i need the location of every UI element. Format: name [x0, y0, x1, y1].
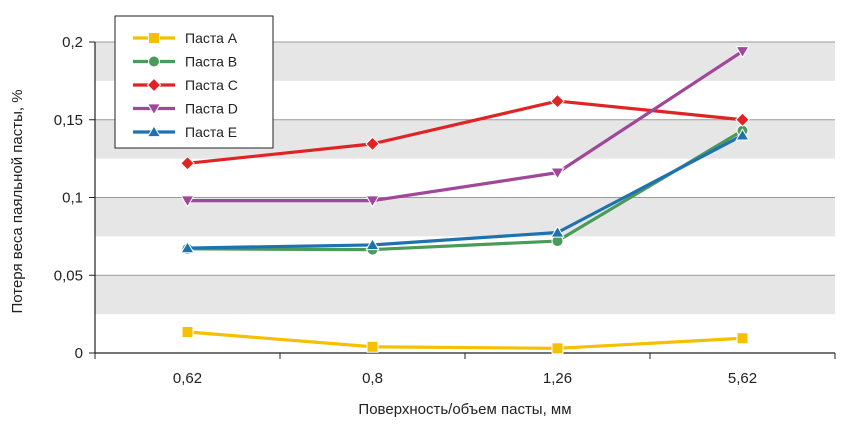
- data-point: [735, 46, 750, 59]
- x-tick-label: 0,8: [362, 370, 383, 387]
- legend: Паста A Паста B Паста C Паста D Паста E: [114, 15, 274, 149]
- y-tick-label: 0,05: [54, 267, 83, 284]
- legend-swatch-marker: [146, 77, 162, 93]
- data-point: [551, 342, 564, 355]
- data-point: [550, 167, 565, 180]
- legend-label: Паста E: [185, 124, 237, 140]
- data-point: [735, 128, 750, 141]
- series-Паста A: [181, 326, 749, 355]
- legend-label: Паста C: [185, 77, 238, 93]
- x-tick-label: 0,62: [173, 370, 202, 387]
- gridlines: [95, 41, 835, 276]
- data-point: [735, 112, 750, 128]
- series-layer: [180, 46, 750, 355]
- y-tick-label: 0,1: [62, 190, 83, 207]
- legend-swatch-marker: [148, 55, 160, 68]
- background-band: [95, 275, 835, 315]
- data-point: [736, 332, 749, 345]
- data-point: [180, 195, 195, 208]
- data-point: [365, 195, 380, 208]
- series-line: [187, 49, 744, 203]
- data-point: [365, 237, 380, 251]
- data-point: [366, 340, 379, 353]
- y-tick-label: 0: [75, 345, 83, 362]
- legend-swatch-marker: [148, 32, 160, 44]
- data-point: [180, 241, 195, 254]
- series-line: [187, 133, 744, 250]
- background-band: [95, 197, 835, 237]
- data-point: [550, 225, 565, 238]
- data-point: [181, 326, 194, 339]
- data-point: [180, 155, 195, 171]
- data-point: [550, 93, 565, 109]
- x-axis-ticks: 0,62 0,8 1,26 5,62: [94, 353, 836, 387]
- x-tick-label: 1,26: [543, 370, 572, 387]
- series-Паста D: [180, 46, 750, 208]
- y-axis-title: Потеря веса паяльной пасты, %: [9, 89, 26, 313]
- legend-label: Паста D: [185, 101, 238, 117]
- y-axis-ticks: 0 0,05 0,1 0,15 0,2: [54, 34, 95, 362]
- series-Паста E: [180, 128, 750, 254]
- series-line: [187, 129, 744, 252]
- legend-label: Паста B: [185, 54, 237, 70]
- y-tick-label: 0,2: [62, 34, 83, 51]
- x-tick-label: 5,62: [728, 370, 757, 387]
- legend-swatch-marker: [146, 124, 162, 138]
- x-axis-title: Поверхность/объем пасты, мм: [358, 401, 571, 418]
- series-line: [187, 330, 743, 350]
- legend-swatch-marker: [146, 103, 162, 116]
- data-point: [365, 136, 380, 152]
- y-tick-label: 0,15: [54, 112, 83, 129]
- legend-label: Паста A: [185, 30, 238, 46]
